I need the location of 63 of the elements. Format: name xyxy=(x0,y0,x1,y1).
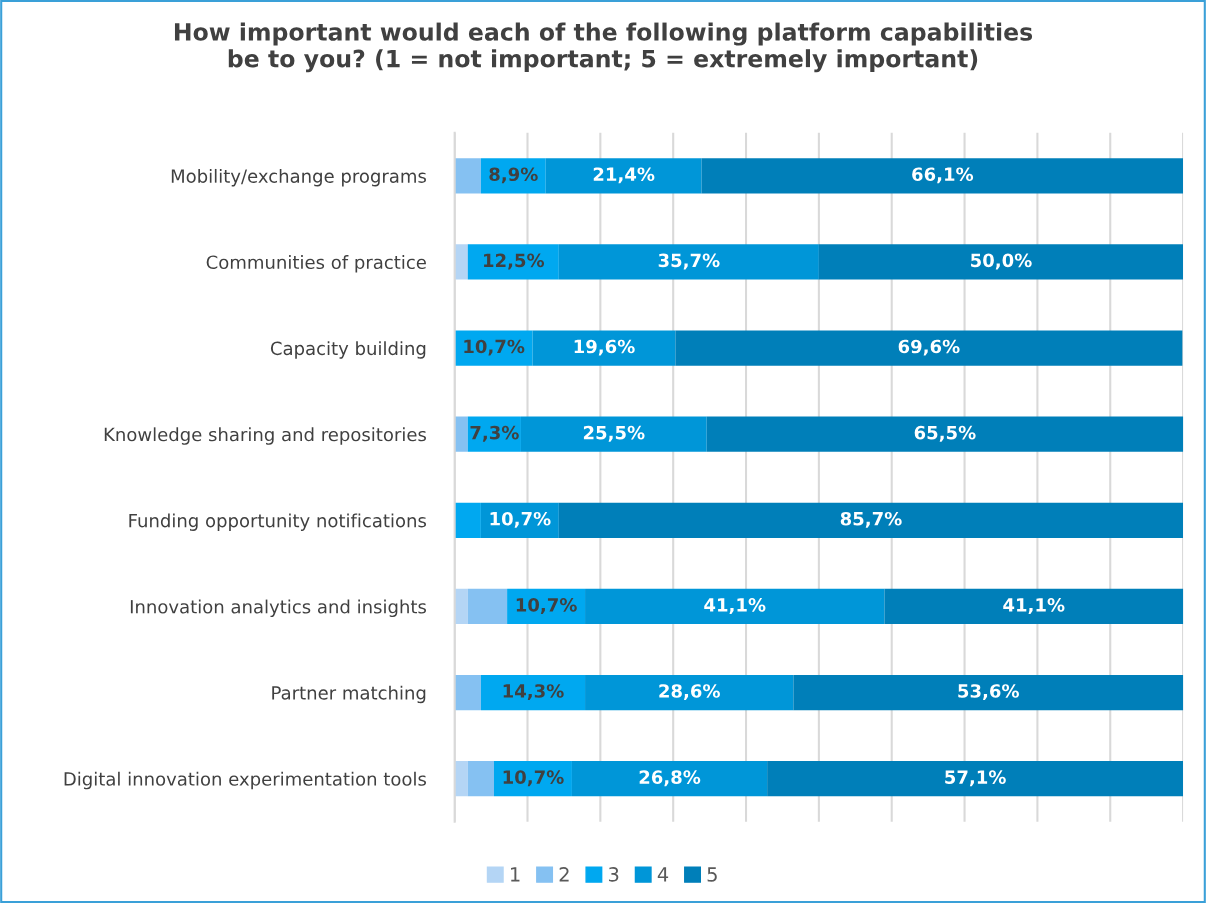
bar xyxy=(454,502,481,538)
bar xyxy=(454,674,481,711)
bar xyxy=(767,761,1184,797)
data-label: 26,8% xyxy=(639,770,701,787)
y-tick-label: Capacity building xyxy=(270,341,426,359)
bar xyxy=(454,416,468,452)
y-tick-label: Partner matching xyxy=(272,685,426,704)
bar xyxy=(454,158,481,194)
bar xyxy=(585,674,794,711)
bar xyxy=(884,588,1184,625)
data-label: 85,7% xyxy=(840,511,902,528)
bar xyxy=(558,244,819,280)
data-label: 57,1% xyxy=(945,770,1006,787)
data-label: 7,3% xyxy=(470,425,519,442)
bar xyxy=(520,416,707,452)
bar xyxy=(545,158,702,194)
data-label: 41,1% xyxy=(1003,598,1065,614)
data-label: 28,6% xyxy=(659,684,720,701)
y-tick-label: Communities of practice xyxy=(206,255,426,273)
data-label: 66,1% xyxy=(912,167,974,184)
bar xyxy=(454,588,468,625)
data-label: 14,3% xyxy=(503,684,564,701)
data-label: 65,5% xyxy=(914,425,976,442)
data-label: 8,9% xyxy=(489,167,538,184)
legend-label: 4 xyxy=(657,867,669,882)
data-label: 19,6% xyxy=(574,339,635,356)
data-label: 10,7% xyxy=(503,770,564,787)
bar xyxy=(585,588,885,625)
bar xyxy=(467,761,494,797)
bar xyxy=(467,244,559,280)
bar xyxy=(532,330,676,366)
data-label: 10,7% xyxy=(490,511,551,528)
data-label: 12,5% xyxy=(484,253,545,270)
bar xyxy=(454,244,468,280)
bar xyxy=(706,416,1184,452)
data-label: 53,6% xyxy=(958,684,1019,701)
y-tick-label: Digital innovation experimentation tools xyxy=(64,771,426,790)
legend-label: 3 xyxy=(608,867,619,882)
data-label: 41,1% xyxy=(704,598,766,614)
data-label: 35,7% xyxy=(658,253,720,270)
bar xyxy=(818,244,1184,280)
bar xyxy=(454,761,468,797)
chart-title: How important would each of the following platform capabilities be to you? (1 = not important; 5 = extremely important) xyxy=(174,22,1033,73)
data-label: 69,6% xyxy=(898,339,960,356)
bar xyxy=(701,158,1184,194)
data-label: 10,7% xyxy=(464,339,525,356)
data-label: 21,4% xyxy=(593,167,655,184)
bar xyxy=(467,588,508,625)
bar xyxy=(480,674,586,711)
legend-label: 1 xyxy=(511,867,520,882)
bar xyxy=(571,761,768,797)
bar xyxy=(675,330,1183,366)
data-label: 25,5% xyxy=(583,425,645,442)
y-tick-label: Mobility/exchange programs xyxy=(171,168,426,187)
y-tick-label: Funding opportunity notifications xyxy=(129,513,427,531)
data-label: 10,7% xyxy=(516,598,577,614)
legend-label: 5 xyxy=(707,867,717,882)
legend-label: 2 xyxy=(559,867,569,882)
bar xyxy=(793,674,1184,711)
y-tick-label: Innovation analytics and insights xyxy=(130,599,427,618)
data-label: 50,0% xyxy=(971,253,1032,270)
bar xyxy=(558,502,1184,538)
y-tick-label: Knowledge sharing and repositories xyxy=(104,427,426,445)
